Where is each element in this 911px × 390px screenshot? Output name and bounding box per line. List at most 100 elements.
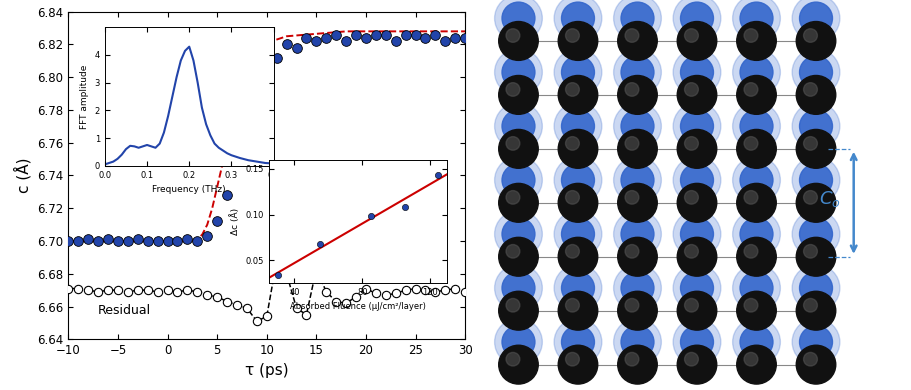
Circle shape: [565, 136, 578, 150]
Circle shape: [506, 245, 519, 258]
Circle shape: [565, 245, 578, 258]
X-axis label: τ (ps): τ (ps): [245, 363, 288, 378]
Circle shape: [672, 211, 720, 257]
Circle shape: [736, 21, 775, 60]
Circle shape: [743, 29, 757, 42]
Circle shape: [624, 83, 639, 96]
Circle shape: [792, 0, 839, 42]
Circle shape: [732, 0, 780, 42]
Circle shape: [684, 353, 698, 366]
Circle shape: [617, 345, 657, 384]
Circle shape: [799, 164, 832, 196]
Circle shape: [554, 49, 601, 96]
Circle shape: [792, 211, 839, 257]
Circle shape: [506, 29, 519, 42]
Circle shape: [613, 319, 660, 365]
Text: $\it{C}_o$: $\it{C}_o$: [818, 189, 840, 209]
Circle shape: [732, 211, 780, 257]
Circle shape: [739, 272, 773, 304]
Circle shape: [498, 129, 537, 168]
Circle shape: [565, 83, 578, 96]
Circle shape: [554, 211, 601, 257]
Circle shape: [680, 326, 712, 358]
Circle shape: [565, 353, 578, 366]
Circle shape: [498, 345, 537, 384]
Circle shape: [732, 103, 780, 150]
Circle shape: [501, 272, 535, 304]
Circle shape: [743, 83, 757, 96]
Circle shape: [561, 110, 594, 142]
Circle shape: [620, 110, 653, 142]
Circle shape: [732, 319, 780, 365]
Circle shape: [498, 76, 537, 114]
Circle shape: [677, 129, 716, 168]
Circle shape: [799, 110, 832, 142]
Circle shape: [617, 183, 657, 222]
Circle shape: [554, 264, 601, 312]
Circle shape: [736, 345, 775, 384]
Circle shape: [743, 298, 757, 312]
Circle shape: [743, 353, 757, 366]
Circle shape: [506, 298, 519, 312]
Circle shape: [494, 157, 542, 204]
Circle shape: [620, 272, 653, 304]
Circle shape: [736, 183, 775, 222]
Circle shape: [739, 164, 773, 196]
Circle shape: [501, 326, 535, 358]
Circle shape: [617, 291, 657, 330]
Circle shape: [613, 103, 660, 150]
Circle shape: [680, 164, 712, 196]
Circle shape: [803, 353, 816, 366]
Circle shape: [558, 345, 597, 384]
Circle shape: [739, 56, 773, 89]
Circle shape: [672, 103, 720, 150]
Circle shape: [565, 29, 578, 42]
Circle shape: [613, 49, 660, 96]
Circle shape: [743, 136, 757, 150]
Circle shape: [561, 2, 594, 34]
Circle shape: [501, 56, 535, 89]
Circle shape: [803, 191, 816, 204]
Circle shape: [501, 2, 535, 34]
X-axis label: Frequency (THz): Frequency (THz): [152, 185, 226, 194]
Circle shape: [613, 264, 660, 312]
Circle shape: [558, 291, 597, 330]
Circle shape: [554, 319, 601, 365]
Circle shape: [684, 136, 698, 150]
Circle shape: [620, 326, 653, 358]
Circle shape: [803, 83, 816, 96]
Circle shape: [795, 183, 834, 222]
Circle shape: [561, 56, 594, 89]
Circle shape: [736, 291, 775, 330]
Circle shape: [613, 157, 660, 204]
Circle shape: [677, 345, 716, 384]
Circle shape: [561, 164, 594, 196]
Circle shape: [494, 264, 542, 312]
Circle shape: [739, 110, 773, 142]
Circle shape: [498, 21, 537, 60]
Circle shape: [732, 49, 780, 96]
Circle shape: [620, 2, 653, 34]
Text: Residual: Residual: [98, 304, 151, 317]
X-axis label: Absorbed Fluence (μJ/cm²/layer): Absorbed Fluence (μJ/cm²/layer): [290, 302, 425, 311]
Circle shape: [792, 319, 839, 365]
Circle shape: [558, 183, 597, 222]
Circle shape: [795, 291, 834, 330]
Circle shape: [743, 191, 757, 204]
Circle shape: [498, 238, 537, 276]
Circle shape: [799, 272, 832, 304]
Circle shape: [620, 164, 653, 196]
Circle shape: [624, 353, 639, 366]
Circle shape: [684, 191, 698, 204]
Circle shape: [506, 136, 519, 150]
Circle shape: [624, 29, 639, 42]
Circle shape: [799, 326, 832, 358]
Circle shape: [617, 129, 657, 168]
Circle shape: [498, 291, 537, 330]
Circle shape: [554, 157, 601, 204]
Circle shape: [739, 326, 773, 358]
Circle shape: [736, 76, 775, 114]
Circle shape: [558, 129, 597, 168]
Circle shape: [506, 353, 519, 366]
Circle shape: [803, 298, 816, 312]
